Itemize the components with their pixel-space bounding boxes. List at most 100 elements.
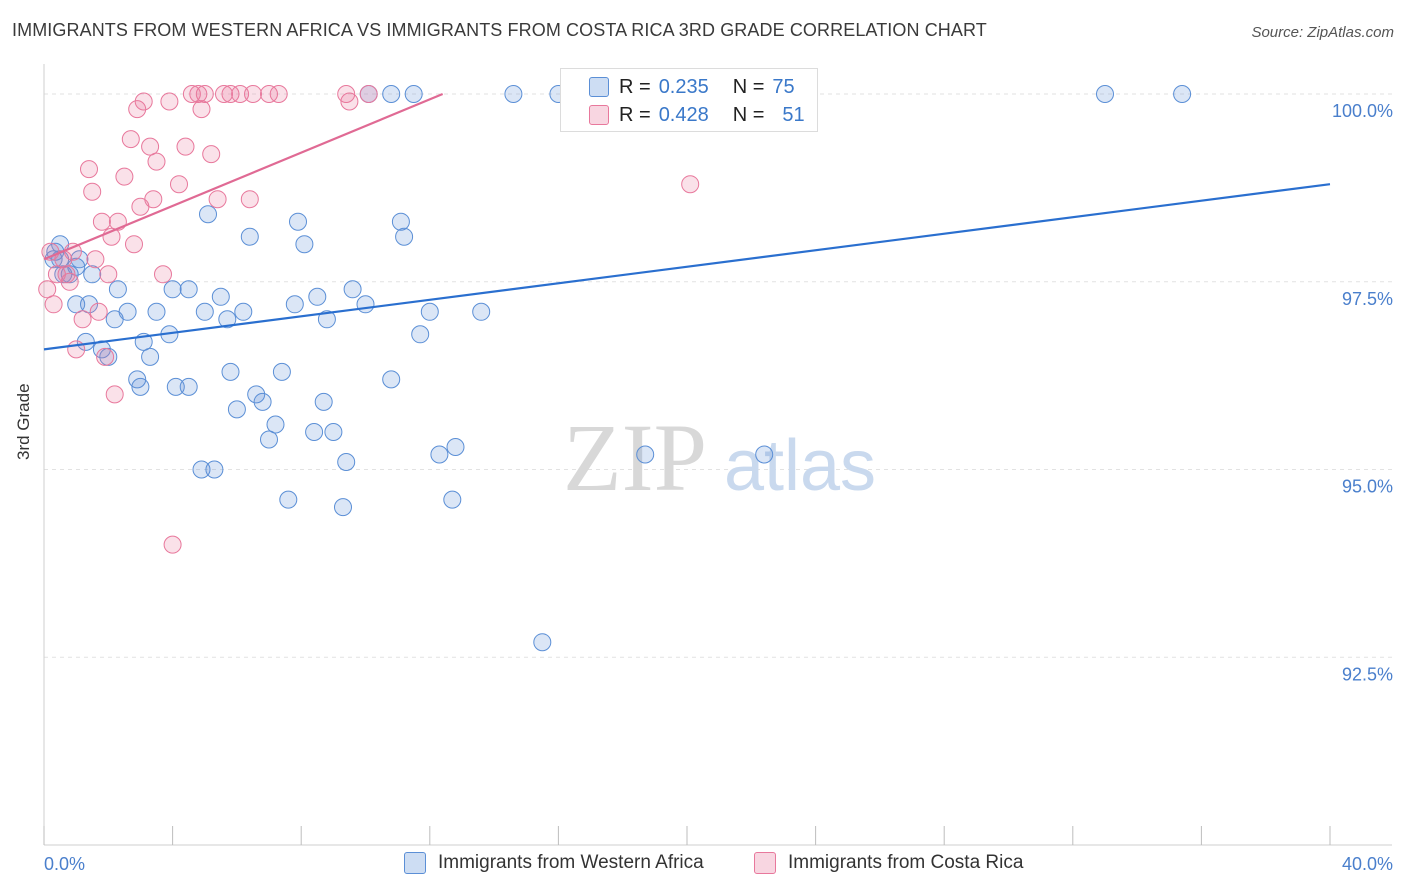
point-western-africa	[67, 295, 86, 314]
point-costa-rica	[160, 92, 179, 111]
legend-r-value: 0.235	[658, 75, 709, 98]
point-costa-rica	[121, 130, 140, 149]
point-costa-rica	[182, 85, 201, 103]
y-axis-label: 3rd Grade	[14, 383, 33, 460]
point-western-africa	[533, 633, 552, 652]
point-costa-rica	[170, 175, 188, 194]
point-western-africa	[289, 212, 307, 231]
point-western-africa	[382, 85, 401, 103]
point-western-africa	[295, 235, 314, 254]
point-costa-rica	[176, 137, 195, 156]
point-western-africa	[131, 377, 150, 396]
gridlines	[44, 93, 1392, 658]
point-western-africa	[305, 423, 324, 441]
point-costa-rica	[38, 280, 57, 299]
point-western-africa	[636, 445, 655, 464]
point-western-africa	[80, 295, 98, 314]
point-western-africa	[247, 385, 266, 404]
legend-label: Immigrants from Costa Rica	[788, 852, 1024, 873]
x-tick-label: 40.0%	[1342, 854, 1393, 874]
x-tick-label: 0.0%	[44, 854, 85, 874]
legend-n-label: N =	[732, 103, 765, 126]
point-western-africa	[166, 377, 185, 396]
tick-labels: 100.0% 97.5% 95.0% 92.5% 0.0% 40.0%	[44, 101, 1393, 874]
point-western-africa	[446, 438, 465, 456]
point-western-africa	[443, 490, 462, 509]
watermark: ZIP atlas	[563, 404, 876, 511]
point-costa-rica	[125, 235, 143, 254]
legend-swatch-blue	[404, 852, 426, 874]
y-tick-label: 100.0%	[1332, 101, 1393, 121]
point-costa-rica	[260, 85, 278, 103]
point-costa-rica	[231, 85, 250, 103]
legend-swatch-pink	[754, 852, 776, 874]
axes	[43, 64, 1392, 846]
data-points	[38, 85, 1192, 652]
series-legend: Immigrants from Western Africa Immigrant…	[0, 852, 1406, 876]
trend-lines	[43, 93, 1331, 351]
point-costa-rica	[144, 190, 163, 209]
point-western-africa	[199, 205, 217, 224]
point-costa-rica	[89, 302, 108, 321]
point-costa-rica	[134, 92, 153, 111]
point-western-africa	[179, 280, 198, 299]
legend-n-label: N =	[732, 75, 765, 98]
legend-swatch-blue	[589, 77, 609, 97]
point-western-africa	[411, 325, 430, 344]
point-western-africa	[430, 445, 449, 464]
point-western-africa	[472, 302, 491, 321]
point-western-africa	[179, 377, 198, 396]
point-western-africa	[314, 392, 333, 411]
legend-swatch-pink	[589, 105, 609, 125]
point-costa-rica	[340, 92, 359, 111]
legend-item-western-africa: Immigrants from Western Africa	[404, 852, 704, 874]
point-western-africa	[147, 302, 166, 321]
point-western-africa	[1173, 85, 1192, 103]
point-western-africa	[334, 498, 352, 517]
point-western-africa	[504, 85, 523, 103]
point-costa-rica	[83, 182, 102, 201]
y-tick-label: 95.0%	[1342, 477, 1393, 497]
point-costa-rica	[359, 85, 378, 103]
point-costa-rica	[73, 310, 92, 329]
point-western-africa	[395, 227, 414, 246]
point-costa-rica	[141, 137, 160, 156]
point-western-africa	[234, 302, 253, 321]
point-costa-rica	[60, 272, 79, 291]
legend-n-value: 75	[772, 75, 795, 98]
source-label: Source: ZipAtlas.com	[1251, 24, 1394, 41]
point-western-africa	[266, 415, 285, 434]
point-western-africa	[317, 310, 336, 329]
point-costa-rica	[681, 175, 700, 194]
point-costa-rica	[92, 212, 111, 231]
point-western-africa	[195, 302, 214, 321]
point-costa-rica	[221, 85, 240, 103]
point-costa-rica	[189, 85, 208, 103]
watermark-zip: ZIP	[563, 404, 707, 511]
stats-legend: R = 0.235 N = 75 R = 0.428 N = 51	[560, 68, 818, 132]
point-costa-rica	[240, 190, 259, 209]
watermark-atlas: atlas	[724, 426, 876, 506]
point-costa-rica	[96, 347, 115, 366]
point-western-africa	[70, 250, 89, 269]
point-western-africa	[404, 85, 423, 103]
point-costa-rica	[44, 295, 63, 314]
legend-r-label: R =	[619, 75, 651, 98]
point-western-africa	[163, 280, 182, 299]
point-western-africa	[382, 370, 401, 389]
point-western-africa	[205, 460, 224, 479]
point-costa-rica	[105, 385, 124, 404]
point-western-africa	[192, 460, 211, 479]
y-tick-label: 97.5%	[1342, 289, 1393, 309]
point-costa-rica	[80, 160, 98, 179]
point-western-africa	[337, 453, 356, 471]
point-costa-rica	[99, 265, 118, 284]
point-costa-rica	[128, 100, 147, 119]
point-western-africa	[308, 287, 327, 306]
point-costa-rica	[208, 190, 227, 209]
point-costa-rica	[154, 265, 172, 284]
point-western-africa	[285, 295, 304, 314]
point-western-africa	[279, 490, 298, 509]
y-tick-label: 92.5%	[1342, 664, 1393, 684]
